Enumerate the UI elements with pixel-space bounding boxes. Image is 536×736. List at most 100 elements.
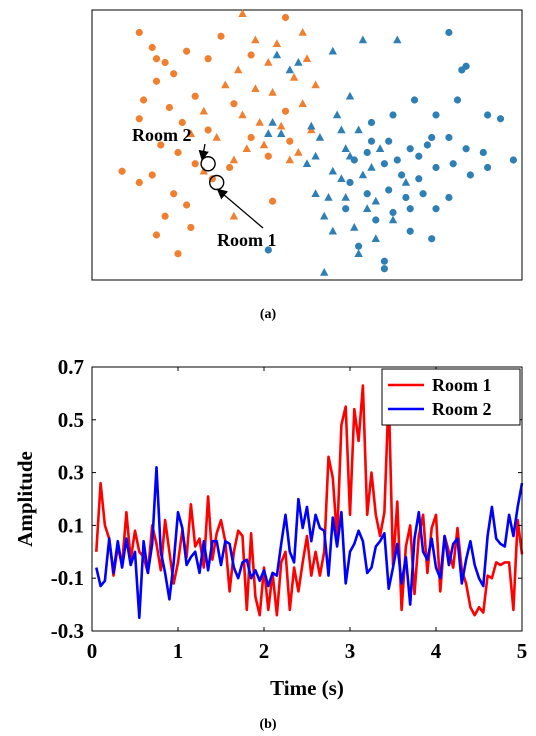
orange-circle-point: [174, 250, 182, 258]
legend-label: Room 1: [432, 375, 492, 395]
orange-triangle-point: [264, 58, 273, 66]
blue-circle-point: [419, 190, 427, 198]
panel-a-label: (a): [260, 307, 277, 322]
orange-circle-point: [135, 115, 143, 123]
orange-circle-point: [135, 28, 143, 37]
blue-triangle-point: [324, 193, 333, 201]
y-tick-label: 0.5: [58, 408, 84, 432]
orange-circle-point: [170, 190, 178, 198]
blue-circle-point: [449, 160, 457, 168]
blue-circle-point: [445, 28, 453, 37]
room-2-series-line: [95, 465, 524, 620]
orange-triangle-point: [238, 110, 247, 119]
y-axis-label: Amplitude: [13, 451, 37, 547]
blue-triangle-point: [328, 226, 337, 235]
blue-triangle-point: [388, 215, 398, 224]
blue-triangle-point: [354, 125, 363, 134]
orange-circle-point: [161, 58, 169, 67]
x-tick-label: 1: [173, 639, 184, 663]
blue-triangle-point: [363, 204, 372, 212]
orange-triangle-point: [285, 155, 294, 164]
blue-triangle-point: [350, 223, 359, 231]
x-tick-label: 0: [87, 639, 98, 663]
blue-triangle-point: [264, 129, 273, 137]
blue-circle-point: [410, 96, 419, 104]
orange-circle-point: [281, 13, 290, 22]
blue-circle-point: [406, 227, 414, 235]
blue-circle-point: [453, 96, 462, 104]
orange-circle-point: [204, 55, 212, 63]
x-tick-label: 2: [259, 639, 270, 663]
panel-a-frame: [91, 9, 523, 281]
blue-circle-point: [496, 115, 505, 123]
blue-circle-point: [380, 160, 388, 168]
orange-circle-point: [174, 148, 182, 157]
y-tick-label: 0.3: [58, 461, 84, 485]
orange-circle-point: [226, 163, 234, 172]
blue-circle-point: [466, 171, 474, 179]
blue-triangle-point: [328, 46, 337, 55]
blue-circle-point: [367, 137, 376, 145]
orange-circle-point: [148, 171, 156, 179]
blue-circle-point: [432, 111, 440, 119]
blue-triangle-point: [341, 193, 350, 201]
y-tick-label: -0.3: [51, 619, 84, 643]
orange-triangle-point: [238, 9, 247, 17]
orange-triangle-point: [242, 144, 251, 152]
blue-circle-point: [406, 145, 414, 153]
blue-circle-point: [389, 208, 397, 217]
orange-triangle-point: [221, 80, 230, 89]
blue-circle-point: [393, 156, 401, 164]
orange-circle-point: [157, 141, 165, 149]
panel-b-frame: [91, 366, 523, 632]
orange-triangle-point: [199, 166, 208, 175]
orange-triangle-point: [289, 73, 299, 81]
blue-circle-point: [406, 205, 414, 213]
blue-triangle-point: [337, 174, 346, 182]
blue-triangle-point: [367, 163, 376, 171]
blue-circle-point: [415, 152, 423, 160]
y-tick-label: 0.1: [58, 513, 84, 537]
orange-circle-point: [152, 231, 161, 239]
blue-circle-point: [445, 133, 453, 142]
orange-circle-point: [191, 160, 199, 168]
blue-circle-point: [264, 246, 272, 254]
blue-circle-point: [402, 193, 410, 202]
blue-circle-point: [432, 205, 440, 213]
orange-circle-point: [264, 152, 272, 160]
panel-a-annotations: Room 2 Room 1: [132, 125, 277, 250]
blue-circle-point: [367, 118, 376, 127]
blue-triangle-point: [294, 58, 303, 66]
orange-triangle-point: [294, 148, 303, 156]
blue-triangle-point: [307, 121, 316, 130]
blue-circle-point: [509, 156, 517, 164]
blue-triangle-point: [341, 144, 350, 152]
orange-circle-point: [269, 197, 277, 205]
blue-triangle-point: [272, 50, 282, 59]
orange-circle-point: [148, 43, 156, 52]
blue-triangle-point: [358, 35, 368, 44]
panel-b-label: (b): [259, 717, 276, 732]
orange-triangle-point: [298, 28, 307, 36]
blue-triangle-point: [311, 189, 320, 197]
orange-triangle-point: [302, 54, 312, 62]
orange-triangle-point: [199, 106, 208, 115]
blue-circle-point: [484, 163, 492, 172]
orange-circle-point: [247, 133, 255, 142]
blue-triangle-point: [285, 65, 294, 74]
blue-circle-point: [342, 205, 350, 213]
blue-circle-point: [398, 171, 406, 179]
blue-triangle-point: [345, 151, 355, 160]
blue-triangle-point: [277, 129, 286, 137]
orange-circle-point: [178, 118, 186, 127]
orange-circle-point: [152, 55, 161, 63]
orange-triangle-point: [229, 211, 239, 220]
orange-triangle-point: [212, 133, 221, 141]
blue-circle-point: [380, 257, 388, 265]
orange-circle-point: [118, 167, 126, 175]
y-tick-label: 0.7: [58, 355, 84, 379]
panel-a-scatter: [118, 9, 517, 276]
x-axis-label: Time (s): [270, 676, 344, 700]
blue-circle-point: [415, 175, 423, 183]
